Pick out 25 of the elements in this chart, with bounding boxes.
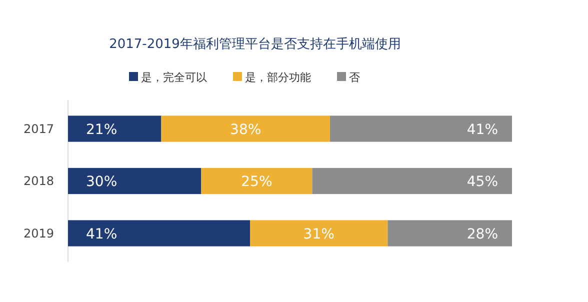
bar <box>312 168 512 194</box>
data-label: 28% <box>466 226 498 242</box>
data-label: 41% <box>466 122 498 138</box>
legend-label: 是，完全可以 <box>141 70 207 84</box>
chart-title: 2017-2019年福利管理平台是否支持在手机端使用 <box>109 37 401 52</box>
bar <box>161 116 330 142</box>
legend-label: 是，部分功能 <box>245 70 311 84</box>
bar <box>330 116 512 142</box>
data-label: 21% <box>86 122 118 138</box>
bar <box>68 220 250 246</box>
y-tick-label: 2018 <box>23 174 54 188</box>
data-label: 45% <box>466 174 498 190</box>
y-tick-label: 2019 <box>23 226 54 240</box>
data-label: 38% <box>230 122 262 138</box>
bar <box>68 116 162 142</box>
data-label: 41% <box>86 226 118 242</box>
bar <box>250 220 388 246</box>
bar <box>201 168 312 194</box>
legend-label: 否 <box>349 70 360 84</box>
data-label: 31% <box>303 226 334 242</box>
data-label: 30% <box>86 174 118 190</box>
y-tick-label: 2017 <box>23 122 54 136</box>
bar <box>68 168 202 194</box>
data-label: 25% <box>241 174 272 190</box>
bar <box>388 220 512 246</box>
